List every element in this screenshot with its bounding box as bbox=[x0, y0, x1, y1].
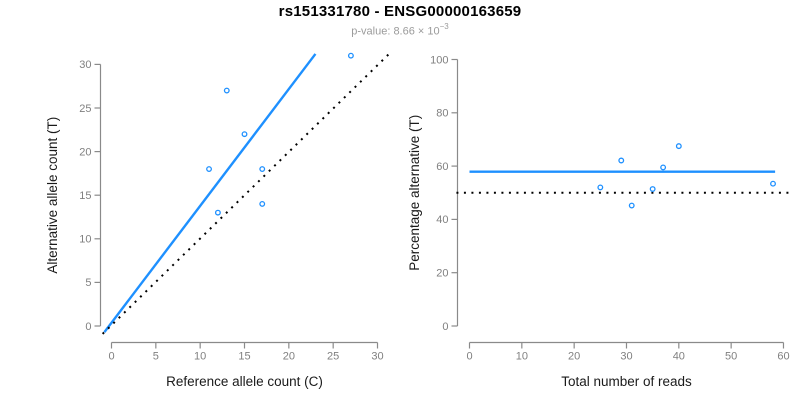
y-axis-title: Alternative allele count (T) bbox=[45, 117, 60, 274]
y-tick-label: 60 bbox=[436, 161, 448, 173]
data-point bbox=[618, 157, 625, 164]
x-tick-label: 5 bbox=[153, 351, 159, 363]
data-point bbox=[214, 209, 221, 216]
x-tick-label: 50 bbox=[725, 351, 737, 363]
data-point bbox=[660, 164, 667, 171]
y-tick-label: 30 bbox=[79, 59, 91, 71]
y-tick-label: 40 bbox=[436, 214, 448, 226]
data-point bbox=[259, 200, 266, 207]
y-tick-label: 0 bbox=[85, 321, 91, 333]
data-point bbox=[770, 180, 776, 187]
y-tick-label: 15 bbox=[79, 190, 91, 202]
x-tick-label: 30 bbox=[371, 351, 383, 363]
x-tick-label: 25 bbox=[327, 351, 339, 363]
x-tick-label: 20 bbox=[283, 351, 295, 363]
y-tick-label: 100 bbox=[430, 54, 448, 66]
fit-line bbox=[103, 53, 317, 333]
data-point bbox=[597, 184, 604, 191]
y-tick-label: 5 bbox=[85, 277, 91, 289]
figure-subtitle: p-value: 8.66 × 10−3 bbox=[0, 22, 800, 38]
x-tick-label: 10 bbox=[516, 351, 528, 363]
y-tick-label: 20 bbox=[79, 146, 91, 158]
x-tick-label: 10 bbox=[194, 351, 206, 363]
x-tick-label: 30 bbox=[620, 351, 632, 363]
y-tick-label: 20 bbox=[436, 268, 448, 280]
x-tick-label: 15 bbox=[238, 351, 250, 363]
y-tick-label: 25 bbox=[79, 103, 91, 115]
x-tick-label: 0 bbox=[108, 351, 114, 363]
x-axis-title: Total number of reads bbox=[561, 374, 692, 389]
data-point bbox=[649, 186, 656, 192]
data-point bbox=[675, 143, 682, 150]
y-tick-label: 10 bbox=[79, 234, 91, 246]
right-plot: 0 20 40 60 80 100 0 10 20 30 40 50 60 Total number of… bbox=[407, 54, 791, 389]
data-point bbox=[223, 87, 230, 94]
data-point bbox=[347, 52, 354, 59]
pvalue-exponent: −3 bbox=[439, 22, 449, 31]
x-tick-label: 40 bbox=[673, 351, 685, 363]
y-tick-label: 80 bbox=[436, 108, 448, 120]
x-tick-label: 60 bbox=[777, 351, 789, 363]
x-tick-label: 20 bbox=[568, 351, 580, 363]
y-tick-label: 0 bbox=[442, 321, 448, 333]
y-axis-title: Percentage alternative (T) bbox=[407, 115, 422, 271]
data-point bbox=[241, 131, 248, 138]
x-tick-label: 0 bbox=[466, 351, 472, 363]
pvalue-text: p-value: 8.66 × 10 bbox=[351, 25, 440, 38]
data-point bbox=[628, 202, 635, 209]
left-plot: 0 5 10 15 20 25 30 0 5 10 15 20 25 30 Reference allele… bbox=[45, 52, 391, 389]
data-point bbox=[259, 166, 266, 172]
figure-title: rs151331780 - ENSG00000163659 bbox=[278, 3, 522, 20]
identity-line bbox=[101, 52, 391, 335]
x-axis-title: Reference allele count (C) bbox=[166, 374, 323, 389]
data-point bbox=[206, 166, 212, 172]
